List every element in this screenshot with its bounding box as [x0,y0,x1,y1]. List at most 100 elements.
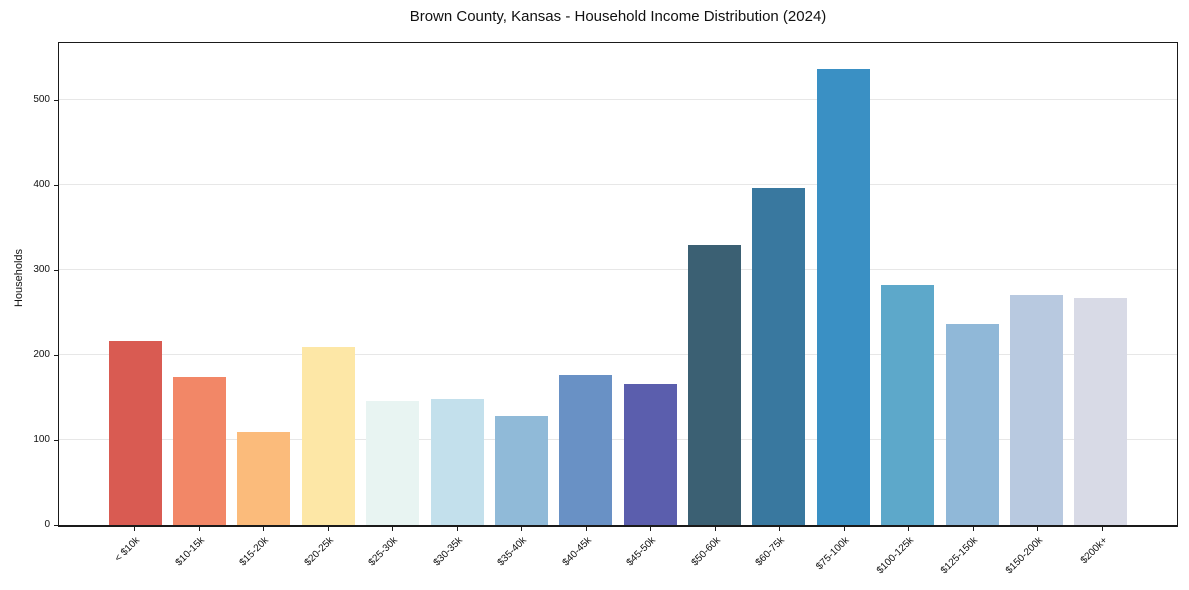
x-tick-label: $35-40k [495,535,530,569]
bar-slot [361,43,425,525]
bar-slot [682,43,746,525]
y-tick-mark [54,354,59,356]
x-tick-label: $15-20k [237,535,272,569]
x-tick-$200k+: $200k+ [1070,527,1135,589]
x-tick-label: $40-45k [560,535,594,569]
x-tick-label: $10-15k [173,535,207,569]
x-tick-label: $20-25k [302,535,336,569]
bar-$200k+ [1074,298,1128,525]
y-tick-mark [54,269,59,271]
x-tick-$125-150k: $125-150k [939,527,1006,589]
bar-$30-35k [430,399,484,525]
x-tick-mark [263,527,265,531]
gridline-100 [59,439,1177,440]
x-tick-mark [1037,527,1039,531]
y-tick-label: 400 [33,178,50,190]
y-tick-mark [54,184,59,186]
bar-slot [489,43,553,525]
gridline-400 [59,183,1177,185]
x-tick-mark [585,527,587,531]
x-tick-label: $75-100k [814,535,852,573]
bar-slot [876,43,940,525]
bar-slot [940,43,1004,525]
gridline-200 [59,353,1177,355]
x-tick-$35-40k: $35-40k [489,527,554,589]
bar-$10-15k [173,377,227,525]
x-tick-$100-125k: $100-125k [874,527,941,589]
bars-row [59,43,1177,525]
bar-$50-60k [688,245,742,525]
bar-$150-200k [1009,295,1063,525]
bar-$75-100k [816,68,870,525]
x-tick-mark [650,527,652,531]
x-tick-$25-30k: $25-30k [360,527,425,589]
x-tick-label: $30-35k [431,535,465,569]
y-tick-label: 0 [44,519,50,530]
bar-slot [232,43,296,525]
bar-$40-45k [559,374,613,525]
bar-slot [811,43,875,525]
bar-slot [554,43,618,525]
x-tick-$75-100k: $75-100k [812,527,877,589]
bar-$125-150k [945,324,999,525]
bar-$25-30k [366,400,420,525]
x-tick-mark [198,527,200,531]
bar-slot [747,43,811,525]
bar-slot [1069,43,1133,525]
x-tick-label: $60-75k [753,535,788,569]
x-tick-$10-15k: $10-15k [167,527,232,589]
bar-$35-40k [494,416,548,525]
x-tick-label: $200k+ [1078,535,1110,567]
x-tick-label: $150-200k [1003,535,1046,577]
x-tick-mark [1101,527,1103,531]
plot-area [58,42,1178,527]
x-tick-label: $125-150k [939,535,981,577]
x-tick-$45-50k: $45-50k [618,527,683,589]
y-tick-mark [54,525,59,526]
x-tick-mark [908,527,910,531]
bar-slot [618,43,682,525]
bar-slot [425,43,489,525]
x-tick-$15-20k: $15-20k [231,527,296,589]
x-tick-mark [972,527,974,531]
x-tick-mark [521,527,523,531]
x-tick-mark [392,527,394,531]
x-tick-$150-200k: $150-200k [1003,527,1070,589]
x-tick-label: $25-30k [366,535,401,569]
x-tick-label: $50-60k [689,535,723,569]
y-axis-ticks: 0 100 200 300 400 500 [0,42,59,530]
gridline-500 [59,98,1177,100]
bar-$15-20k [237,431,291,525]
bar-slot [1004,43,1068,525]
x-tick-mark [456,527,458,531]
x-tick-label: $45-50k [624,535,659,569]
bar-slot [167,43,231,525]
y-tick-label: 100 [33,433,50,445]
bar-$45-50k [623,383,677,525]
bar-$20-25k [301,347,355,525]
y-tick-label: 500 [33,93,50,105]
bar-slot [296,43,360,525]
y-tick-mark [54,439,59,441]
bar-slot [103,43,167,525]
bar-$60-75k [752,187,806,525]
x-tick-mark [779,527,781,531]
x-tick-mark [843,527,845,531]
gridline-300 [59,268,1177,270]
y-tick-label: 200 [33,348,50,360]
x-tick-label: $100-125k [874,535,917,577]
x-tick-< $10k: < $10k [102,527,167,589]
x-tick-$30-35k: $30-35k [425,527,490,589]
y-tick-label: 300 [33,263,50,275]
bar-< $10k [108,340,162,525]
x-tick-$40-45k: $40-45k [554,527,619,589]
x-tick-mark [714,527,716,531]
x-tick-$20-25k: $20-25k [296,527,361,589]
x-axis-ticks: < $10k $10-15k $15-20k $20-25k $25-30k $30-35… [58,527,1178,589]
x-tick-$60-75k: $60-75k [747,527,812,589]
x-tick-mark [134,527,136,531]
x-tick-$50-60k: $50-60k [683,527,748,589]
y-tick-mark [54,99,59,101]
x-tick-label: < $10k [112,535,143,565]
